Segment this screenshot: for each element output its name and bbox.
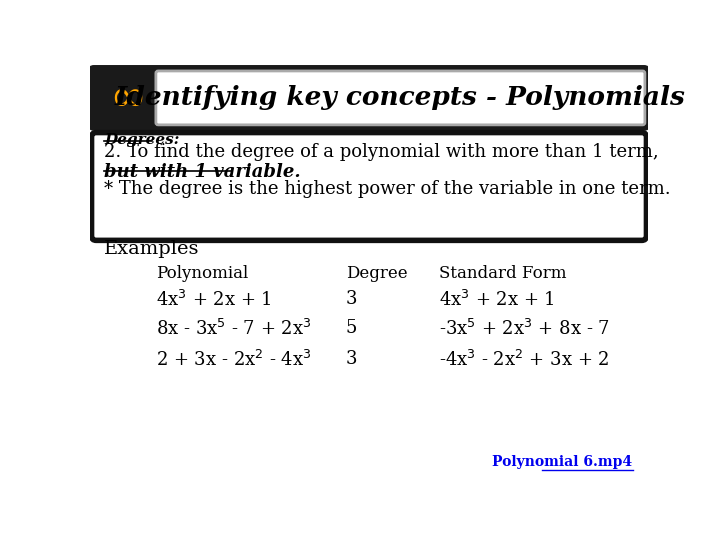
- Text: Standard Form: Standard Form: [438, 265, 566, 282]
- Text: Degree: Degree: [346, 265, 408, 282]
- Text: -3x$^{5}$ + 2x$^{3}$ + 8x - 7: -3x$^{5}$ + 2x$^{3}$ + 8x - 7: [438, 319, 610, 339]
- Text: 3: 3: [346, 350, 357, 368]
- Text: 4x$^{3}$ + 2x + 1: 4x$^{3}$ + 2x + 1: [156, 289, 271, 310]
- FancyBboxPatch shape: [90, 67, 648, 129]
- Text: Polynomial 6.mp4: Polynomial 6.mp4: [492, 455, 632, 469]
- Text: Identifying key concepts - Polynomials: Identifying key concepts - Polynomials: [114, 85, 685, 110]
- Text: 8x - 3x$^{5}$ - 7 + 2x$^{3}$: 8x - 3x$^{5}$ - 7 + 2x$^{3}$: [156, 319, 312, 339]
- FancyBboxPatch shape: [156, 71, 645, 125]
- Text: 5: 5: [346, 319, 357, 337]
- FancyBboxPatch shape: [91, 132, 647, 240]
- Text: 2 + 3x - 2x$^{2}$ - 4x$^{3}$: 2 + 3x - 2x$^{2}$ - 4x$^{3}$: [156, 350, 312, 370]
- Text: 2. To find the degree of a polynomial with more than 1 term,: 2. To find the degree of a polynomial wi…: [104, 143, 659, 161]
- Text: Polynomial: Polynomial: [156, 265, 248, 282]
- Text: * The degree is the highest power of the variable in one term.: * The degree is the highest power of the…: [104, 180, 670, 198]
- Text: 4x$^{3}$ + 2x + 1: 4x$^{3}$ + 2x + 1: [438, 289, 554, 310]
- Text: -4x$^{3}$ - 2x$^{2}$ + 3x + 2: -4x$^{3}$ - 2x$^{2}$ + 3x + 2: [438, 350, 609, 370]
- Text: $\infty$: $\infty$: [109, 76, 143, 119]
- Text: 3: 3: [346, 289, 357, 308]
- Text: Degrees:: Degrees:: [104, 132, 179, 146]
- Text: but with 1 variable.: but with 1 variable.: [104, 163, 300, 180]
- Text: Examples: Examples: [104, 240, 199, 258]
